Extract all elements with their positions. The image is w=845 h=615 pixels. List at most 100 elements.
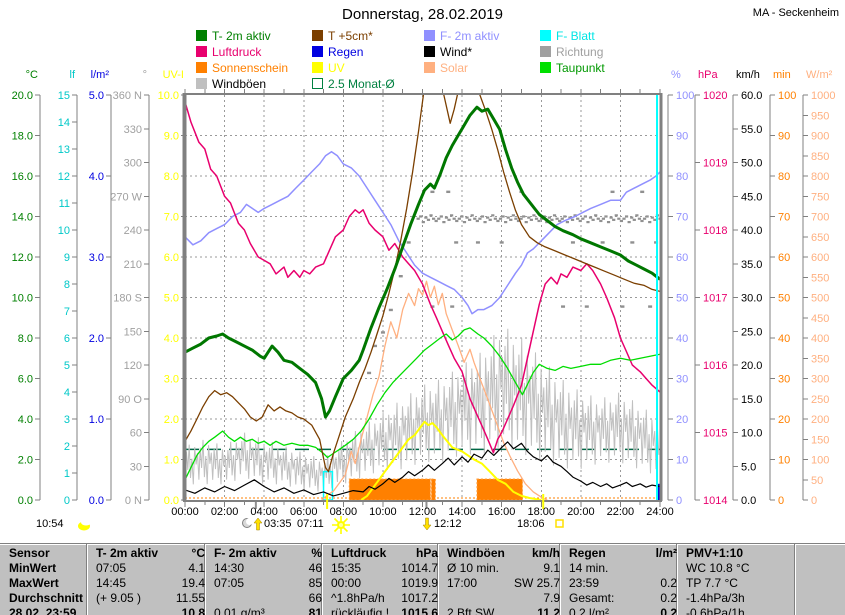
direction-dash — [637, 217, 642, 220]
table-column-separator — [437, 544, 439, 615]
axis-unit-label: km/h — [736, 69, 760, 81]
legend-color-swatch — [312, 30, 323, 41]
table-cell-value — [722, 606, 804, 615]
legend-item: Regen — [312, 45, 363, 59]
legend-item-label: Wind* — [440, 45, 473, 59]
series-wind- — [185, 441, 660, 497]
axis-tick-label: 60 — [778, 252, 790, 264]
plot-area — [185, 93, 660, 501]
table-cell-value: 0.2 — [660, 576, 677, 590]
table-column-separator — [204, 544, 206, 615]
axis-tick-label: 50.0 — [741, 158, 762, 170]
direction-dash — [534, 217, 539, 220]
table-cell-value: 1017.2 — [401, 591, 438, 605]
axis-tick-label: 0.0 — [18, 495, 33, 507]
axis-tick-label: 1000 — [811, 90, 835, 102]
direction-dash — [658, 217, 660, 220]
axis-tick-label: 10 — [58, 225, 70, 237]
direction-dot — [640, 190, 645, 194]
station-label: MA - Seckenheim — [752, 7, 839, 19]
axis-tick-label: 2.0 — [89, 333, 104, 345]
direction-dash — [506, 216, 510, 219]
sunshine-block — [476, 478, 523, 501]
table-cell-value: 66 — [308, 591, 322, 605]
axis-tick-label: 8.0 — [18, 333, 33, 345]
table-row: MinWert 07:05 4.1 14:30 46 15:35 1014.7 Ø 10 mi… — [0, 561, 845, 576]
direction-dash — [442, 221, 446, 224]
direction-dash — [627, 221, 631, 224]
axis-tick-label: 20.0 — [741, 360, 762, 372]
legend-color-swatch — [540, 62, 551, 73]
table-cell-value: 7.9 — [543, 591, 560, 605]
table-cell-text: 14 min. — [569, 561, 609, 575]
direction-dash — [635, 214, 639, 217]
direction-dash — [617, 217, 621, 220]
table-cell-text: 15:35 — [331, 561, 362, 575]
direction-dot — [570, 241, 575, 244]
direction-dot — [406, 241, 411, 244]
axis-tick-label: 1019 — [703, 158, 727, 170]
table-row-label: MinWert — [9, 561, 57, 575]
axis-tick-label: 1020 — [703, 90, 727, 102]
table-cell-text: Ø 10 min. — [447, 561, 500, 575]
axis-tick-label: 1017 — [703, 293, 727, 305]
direction-dash — [460, 215, 464, 218]
direction-dash — [642, 217, 647, 220]
table-cell-text: -0.6hPa/1h — [686, 606, 745, 615]
x-axis-label: 06:00 — [290, 506, 318, 518]
axis-tick-label: 6.0 — [164, 252, 179, 264]
direction-dash — [576, 217, 580, 220]
table-cell-text: WC 10.8 °C — [686, 561, 750, 575]
direction-dot — [430, 305, 435, 308]
series-solar — [321, 280, 548, 501]
legend-color-swatch — [196, 30, 207, 41]
table-cell-text: (+ 9.05 ) — [96, 591, 142, 605]
axis-tick-label: 8 — [64, 279, 70, 291]
legend-item: T- 2m aktiv — [196, 29, 271, 43]
series-windboeen — [185, 328, 660, 492]
direction-dash — [493, 217, 497, 220]
axis-tick-label: 850 — [811, 151, 829, 163]
direction-dash — [568, 216, 572, 219]
table-cell-text: T- 2m aktiv — [96, 546, 159, 560]
legend-item: 2.5 Monat-Ø — [312, 77, 395, 91]
legend-item: Luftdruck — [196, 45, 261, 59]
axis-tick-label: 1018 — [703, 225, 727, 237]
direction-dash — [581, 217, 585, 220]
direction-dash — [498, 217, 503, 220]
axis-tick-label: 0.0 — [89, 495, 104, 507]
axis-tick-label: 40 — [676, 333, 688, 345]
axis-tick-label: 60 — [676, 252, 688, 264]
table-cell-value: km/h — [531, 546, 560, 560]
axis-tick-label: 5.0 — [741, 461, 756, 473]
axis-tick-label: 20 — [778, 414, 790, 426]
axis-tick-label: 70 — [778, 212, 790, 224]
axis-tick-label: 3 — [64, 414, 70, 426]
direction-dash — [594, 214, 598, 217]
direction-dash — [509, 218, 513, 221]
legend-color-swatch — [540, 46, 551, 57]
legend-color-swatch — [424, 62, 435, 73]
legend-color-swatch — [424, 30, 435, 41]
direction-dash — [511, 214, 515, 217]
axis-tick-label: 10.0 — [12, 293, 33, 305]
table-cell-value — [604, 561, 686, 576]
direction-dash — [558, 219, 562, 223]
axis-tick-label: 1.0 — [164, 455, 179, 467]
table-column-separator — [321, 544, 323, 615]
table-cell-text: 0.01 g/m³ — [214, 606, 265, 615]
axis-tick-label: 750 — [811, 191, 829, 203]
direction-dot — [648, 305, 653, 308]
direction-dash — [527, 216, 531, 219]
axis-tick-label: 16.0 — [12, 171, 33, 183]
direction-dot — [610, 190, 615, 194]
direction-dash — [462, 221, 467, 224]
direction-dash — [601, 217, 606, 220]
table-row-label: Sensor — [9, 546, 50, 560]
axis-tick-label: 0 — [778, 495, 784, 507]
table-column-separator — [676, 544, 678, 615]
table-cell-value: °C — [191, 546, 205, 560]
direction-dash — [622, 217, 626, 220]
legend-item: Richtung — [540, 45, 603, 59]
